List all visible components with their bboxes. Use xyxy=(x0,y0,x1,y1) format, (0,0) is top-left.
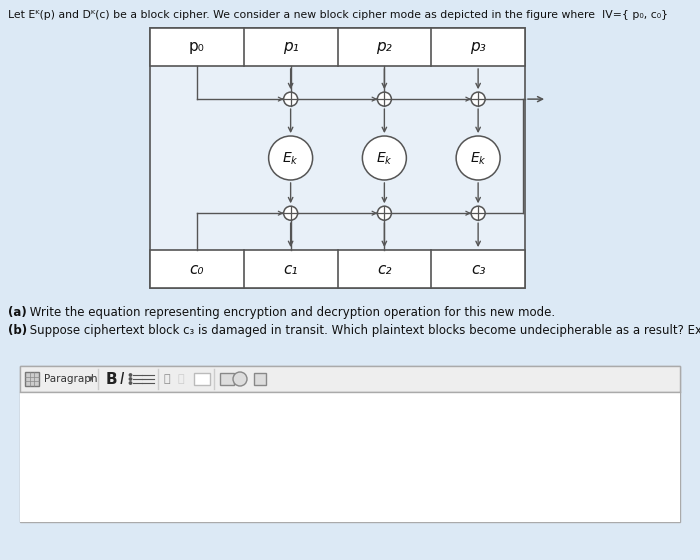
Bar xyxy=(25,372,39,386)
Text: c₀: c₀ xyxy=(190,262,204,277)
Bar xyxy=(20,366,680,522)
Bar xyxy=(150,28,525,288)
Circle shape xyxy=(284,92,298,106)
Text: p₁: p₁ xyxy=(283,40,298,54)
Text: I: I xyxy=(120,371,125,386)
Circle shape xyxy=(130,374,132,376)
Text: p₀: p₀ xyxy=(189,40,205,54)
Bar xyxy=(194,373,210,385)
Text: Suppose ciphertext block c₃ is damaged in transit. Which plaintext blocks become: Suppose ciphertext block c₃ is damaged i… xyxy=(26,324,700,337)
Bar xyxy=(150,250,525,288)
Circle shape xyxy=(471,92,485,106)
Text: Write the equation representing encryption and decryption operation for this new: Write the equation representing encrypti… xyxy=(26,306,555,319)
Text: B: B xyxy=(106,371,118,386)
Bar xyxy=(20,392,680,522)
Circle shape xyxy=(377,206,391,220)
Text: p₃: p₃ xyxy=(470,40,486,54)
Bar xyxy=(220,373,234,385)
Text: 🔗: 🔗 xyxy=(178,374,185,384)
Circle shape xyxy=(130,378,132,380)
Text: p₂: p₂ xyxy=(377,40,392,54)
Circle shape xyxy=(456,136,500,180)
Text: Let Eᴷ(p) and Dᴷ(c) be a block cipher. We consider a new block cipher mode as de: Let Eᴷ(p) and Dᴷ(c) be a block cipher. W… xyxy=(8,10,668,20)
Bar xyxy=(150,28,525,66)
Text: Paragraph: Paragraph xyxy=(44,374,97,384)
Text: $E_k$: $E_k$ xyxy=(470,151,486,167)
Circle shape xyxy=(471,206,485,220)
Bar xyxy=(254,373,266,385)
Text: c₂: c₂ xyxy=(377,262,391,277)
Text: c₃: c₃ xyxy=(471,262,485,277)
Circle shape xyxy=(363,136,407,180)
Circle shape xyxy=(284,206,298,220)
Text: (b): (b) xyxy=(8,324,27,337)
Circle shape xyxy=(130,382,132,384)
Circle shape xyxy=(233,372,247,386)
Text: $E_k$: $E_k$ xyxy=(282,151,299,167)
Text: ▼: ▼ xyxy=(88,376,93,382)
Text: c₁: c₁ xyxy=(284,262,298,277)
Bar xyxy=(20,366,680,392)
Text: (a): (a) xyxy=(8,306,27,319)
Text: 🔗: 🔗 xyxy=(164,374,171,384)
Circle shape xyxy=(269,136,313,180)
Circle shape xyxy=(377,92,391,106)
Text: $E_k$: $E_k$ xyxy=(376,151,393,167)
